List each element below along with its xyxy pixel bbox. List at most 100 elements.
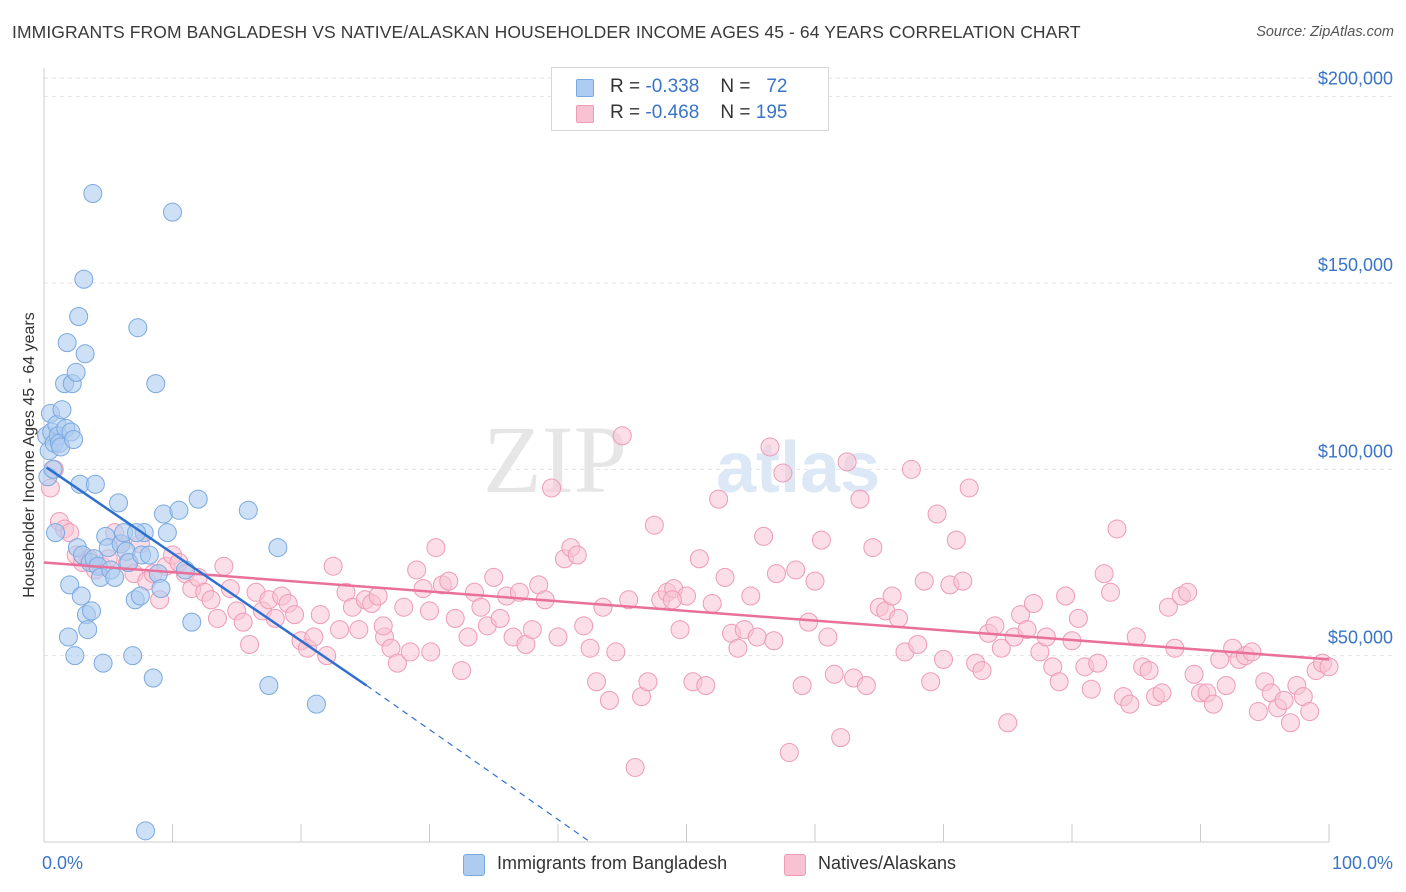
data-point-natives xyxy=(426,538,446,558)
y-axis-label: Householder Income Ages 45 - 64 years xyxy=(21,312,38,598)
y-tick-label: $100,000 xyxy=(1318,441,1393,461)
data-point-natives xyxy=(824,664,844,684)
data-point-natives xyxy=(1280,713,1300,733)
data-point-bangladesh xyxy=(58,627,78,647)
data-point-natives xyxy=(201,590,221,610)
data-point-natives xyxy=(387,653,407,673)
data-point-natives xyxy=(760,437,780,457)
data-point-natives xyxy=(831,728,851,748)
data-point-bangladesh xyxy=(46,523,66,543)
data-point-natives xyxy=(458,627,478,647)
data-point-natives xyxy=(471,597,491,617)
data-point-natives xyxy=(373,616,393,636)
data-point-natives xyxy=(612,426,632,446)
data-point-natives xyxy=(1319,657,1339,677)
data-point-natives xyxy=(1049,672,1069,692)
data-point-natives xyxy=(1274,690,1294,710)
data-point-natives xyxy=(490,608,510,628)
series-natives-alaskans-points xyxy=(40,426,1339,777)
data-point-bangladesh xyxy=(83,184,103,204)
data-point-bangladesh xyxy=(306,694,326,714)
data-point-natives xyxy=(959,478,979,498)
data-point-natives xyxy=(837,452,857,472)
data-point-natives xyxy=(799,612,819,632)
data-point-natives xyxy=(786,560,806,580)
data-point-natives xyxy=(953,571,973,591)
data-point-natives xyxy=(285,605,305,625)
data-point-natives xyxy=(856,675,876,695)
data-point-natives xyxy=(747,627,767,647)
legend-n-label: N = xyxy=(720,102,751,123)
data-point-bangladesh xyxy=(238,500,258,520)
data-point-natives xyxy=(921,672,941,692)
data-point-natives xyxy=(310,605,330,625)
legend-swatch-bangladesh xyxy=(576,79,594,97)
data-point-bangladesh xyxy=(146,374,166,394)
data-point-natives xyxy=(413,579,433,599)
data-point-natives xyxy=(1081,679,1101,699)
axes xyxy=(43,68,1330,843)
x-tick-label: 0.0% xyxy=(42,853,83,873)
data-point-natives xyxy=(1023,593,1043,613)
data-point-natives xyxy=(240,634,260,654)
data-point-natives xyxy=(901,459,921,479)
x-tick-label: 100.0% xyxy=(1332,853,1393,873)
data-point-bangladesh xyxy=(136,821,156,841)
y-tick-label: $50,000 xyxy=(1328,628,1393,648)
legend-swatch-natives xyxy=(576,105,594,123)
data-point-natives xyxy=(715,567,735,587)
data-point-natives xyxy=(662,590,682,610)
data-point-natives xyxy=(420,601,439,621)
data-point-natives xyxy=(1094,564,1114,584)
data-point-natives xyxy=(445,608,465,628)
trend-line-bangladesh xyxy=(45,466,368,687)
data-point-bangladesh xyxy=(52,400,72,420)
data-point-natives xyxy=(542,478,562,498)
data-point-natives xyxy=(400,642,420,662)
data-point-natives xyxy=(1056,586,1076,606)
watermark-zip: ZIP xyxy=(483,406,627,513)
data-point-bangladesh xyxy=(65,646,85,666)
data-point-natives xyxy=(1152,683,1172,703)
data-point-natives xyxy=(764,631,784,651)
data-point-bangladesh xyxy=(268,538,288,558)
legend-n-value: 195 xyxy=(755,102,788,123)
data-point-natives xyxy=(889,608,909,628)
data-point-natives xyxy=(1120,694,1140,714)
data-point-natives xyxy=(214,556,234,576)
gridlines xyxy=(44,77,1394,657)
data-point-natives xyxy=(304,627,324,647)
data-point-natives xyxy=(233,612,253,632)
data-point-natives xyxy=(773,463,793,483)
data-point-natives xyxy=(991,638,1011,658)
data-point-bangladesh xyxy=(60,575,80,595)
data-point-natives xyxy=(638,672,658,692)
data-point-natives xyxy=(689,549,709,569)
data-point-bangladesh xyxy=(151,579,171,599)
data-point-natives xyxy=(522,620,542,640)
bottom-legend-label-bangladesh: Immigrants from Bangladesh xyxy=(497,853,728,873)
legend-r-label: R = xyxy=(610,76,641,97)
data-point-bangladesh xyxy=(69,307,89,327)
data-point-natives xyxy=(625,757,645,777)
data-point-natives xyxy=(908,634,928,654)
data-point-natives xyxy=(998,713,1018,733)
y-tick-labels: $50,000 $100,000 $150,000 $200,000 xyxy=(1318,69,1393,648)
data-point-bangladesh xyxy=(163,202,182,222)
data-point-bangladesh xyxy=(66,362,86,382)
data-point-natives xyxy=(696,675,716,695)
bottom-legend-swatch-bangladesh xyxy=(463,854,485,876)
data-point-natives xyxy=(548,627,568,647)
data-point-bangladesh xyxy=(75,344,95,364)
data-point-bangladesh xyxy=(143,668,163,688)
bottom-legend-label-natives: Natives/Alaskans xyxy=(818,853,957,873)
data-point-natives xyxy=(882,586,902,606)
data-point-natives xyxy=(407,560,427,580)
data-point-natives xyxy=(421,642,441,662)
chart-title: IMMIGRANTS FROM BANGLADESH VS NATIVE/ALA… xyxy=(12,22,1081,42)
data-point-natives xyxy=(1178,582,1198,602)
data-point-natives xyxy=(580,638,600,658)
data-point-natives xyxy=(1017,620,1037,640)
data-point-bangladesh xyxy=(109,493,129,513)
data-point-bangladesh xyxy=(82,601,102,621)
